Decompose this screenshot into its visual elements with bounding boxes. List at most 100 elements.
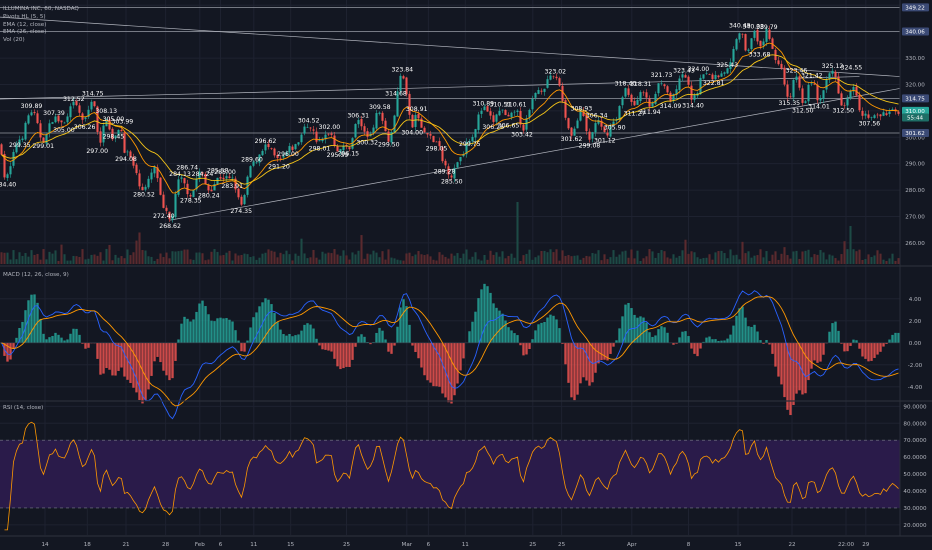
candle-body [285,152,288,156]
macd-histogram-bar [804,342,807,394]
macd-line [1,290,899,420]
candle-body [543,88,546,92]
macd-histogram-bar [822,342,825,355]
rsi-legend[interactable]: RSI (14, close) [3,405,44,411]
macd-histogram-bar [714,339,717,343]
macd-histogram-bar [72,328,75,343]
volume-bar [501,251,504,264]
time-tick-label: 14 [41,542,49,548]
volume-bar [516,202,519,264]
volume-bar [855,251,858,264]
candle-body [786,84,789,97]
pivot-label: 306.26 [74,124,96,131]
candle-body [495,114,498,122]
volume-bar [306,258,309,264]
volume-bar [288,254,291,264]
candle-body [357,120,360,125]
candle-body [159,177,162,195]
macd-legend[interactable]: MACD (12, 26, close, 9) [3,272,69,278]
volume-bar [30,250,33,264]
volume-bar [801,251,804,264]
ema26-legend[interactable]: EMA (26, close) [3,29,47,36]
volume-bar [342,250,345,264]
macd-histogram-bar [138,342,141,400]
volume-bar [201,253,204,264]
volume-bar [240,255,243,264]
pivot-label: 299.35 [9,142,31,149]
ema12-legend[interactable]: EMA (12, close) [3,21,47,28]
macd-histogram-bar [891,334,894,343]
volume-bar [21,255,24,264]
pivot-label: 323.84 [391,66,413,73]
macd-histogram-bar [684,331,687,343]
macd-histogram-bar [861,342,864,357]
volume-bar [123,258,126,264]
candle-body [885,113,888,115]
macd-tick-label: -2.00 [908,363,923,369]
macd-histogram-bar [750,326,753,343]
candle-body [636,99,639,105]
time-tick-label: 22 [788,542,795,548]
macd-histogram-bar [114,342,117,376]
macd-histogram-bar [726,338,729,343]
pivot-label: 325.12 [822,63,844,70]
candle-body [417,113,420,119]
candle-body [339,149,342,153]
candle-body [576,120,579,129]
candle-body [762,41,765,46]
time-scale[interactable] [0,536,932,550]
pivot-label: 280.24 [198,192,220,199]
volume-legend[interactable]: Vol (20) [3,37,25,44]
volume-bar [252,256,255,264]
volume-bar [336,254,339,264]
macd-histogram-bar [579,342,582,384]
volume-bar [36,253,39,264]
candle-body [372,127,375,133]
macd-histogram-bar [573,342,576,401]
volume-bar [549,249,552,264]
candle-body [126,151,129,153]
signal-line [1,296,899,407]
volume-bar [645,256,648,264]
volume-bar [570,256,573,264]
pivot-label: 301.62 [561,136,583,143]
volume-bar [276,257,279,264]
candle-body [213,184,216,191]
time-axis[interactable]: 14 18 21 28 Feb 6 11 15 25 Mar 6 11 25 25 Apr 8 15 22 22:0… [0,536,932,550]
macd-histogram-bar [333,342,336,359]
trendline[interactable] [0,76,860,100]
macd-histogram-bar [870,342,873,361]
volume-bar [843,241,846,264]
volume-bar [66,260,69,264]
macd-histogram-bar [132,342,135,388]
candle-body [258,154,261,163]
candle-body [21,138,24,141]
pivots-legend[interactable]: Pivots HL (5, 5) [3,13,46,20]
volume-bar [561,250,564,264]
macd-histogram-bar [219,317,222,343]
price-axes[interactable]: 260.00 270.00 280.00 290.00 300.00 310.00 320.… [900,0,932,535]
trendline[interactable] [170,88,901,221]
volume-bar [741,241,744,264]
pivot-label: 324.00 [688,66,710,73]
macd-histogram-bar [546,317,549,343]
macd-histogram-bar [27,300,30,343]
candle-body [354,124,357,138]
volume-bar [750,257,753,264]
volume-bar [816,254,819,264]
candle-body [492,115,495,122]
candle-body [630,94,633,102]
volume-bar [153,260,156,264]
volume-bar [168,258,171,264]
price-scale[interactable] [900,0,932,535]
macd-histogram-bar [45,339,48,343]
macd-histogram-bar [387,342,390,352]
symbol-title[interactable]: ILLUMINA INC, 60, NASDAQ [3,6,79,12]
volume-bar [708,254,711,264]
price-tick-label: 300.00 [905,135,925,141]
macd-histogram-bar [150,342,153,376]
volume-bar [597,250,600,264]
volume-bar [885,260,888,264]
candle-body [297,142,300,145]
macd-histogram-bar [675,342,678,344]
